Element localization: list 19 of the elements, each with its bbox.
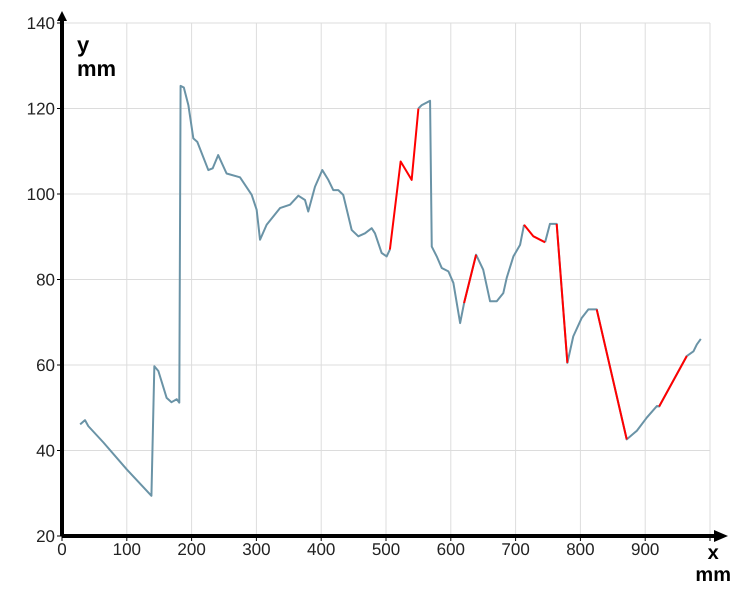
x-axis-title: x mm: [695, 542, 731, 586]
y-tick-label: 120: [26, 100, 55, 119]
y-tick-label: 60: [36, 356, 55, 376]
x-tick-label: 800: [566, 540, 595, 560]
x-tick-label: 100: [112, 540, 141, 560]
y-tick-label: 20: [36, 527, 55, 546]
x-tick-label: 500: [372, 540, 400, 560]
x-tick-label: 300: [242, 540, 271, 560]
x-tick-label: 0: [57, 540, 67, 560]
x-tick-label: 700: [501, 540, 530, 560]
y-tick-label: 100: [26, 185, 55, 204]
y-tick-label: 40: [36, 442, 55, 461]
x-tick-label: 400: [307, 540, 336, 560]
x-tick-label: 200: [177, 540, 206, 560]
x-tick-label: 600: [436, 540, 465, 560]
y-axis-title: y mm: [77, 32, 116, 81]
y-tick-label: 80: [36, 270, 55, 290]
x-tick-label: 900: [631, 540, 660, 560]
y-tick-label: 140: [26, 14, 55, 34]
